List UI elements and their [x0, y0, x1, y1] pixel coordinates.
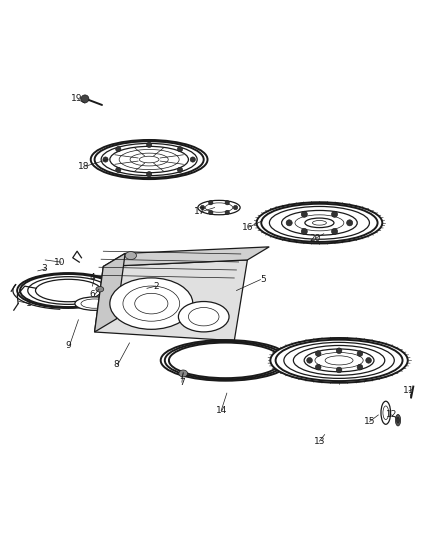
Circle shape — [301, 228, 307, 235]
Text: 15: 15 — [364, 417, 375, 426]
Ellipse shape — [312, 221, 326, 225]
Text: 3: 3 — [42, 264, 47, 273]
Text: 1: 1 — [26, 299, 32, 308]
Ellipse shape — [178, 302, 229, 332]
Polygon shape — [95, 253, 125, 332]
Text: 12: 12 — [386, 410, 397, 419]
Circle shape — [81, 95, 89, 103]
Text: 8: 8 — [113, 360, 119, 369]
Text: 17: 17 — [194, 207, 205, 216]
Text: 19: 19 — [71, 94, 83, 103]
Text: 10: 10 — [54, 257, 65, 266]
Ellipse shape — [325, 356, 353, 365]
Ellipse shape — [276, 340, 403, 381]
Circle shape — [190, 157, 195, 162]
Ellipse shape — [396, 415, 401, 426]
Ellipse shape — [101, 143, 197, 176]
Polygon shape — [103, 247, 269, 266]
Ellipse shape — [28, 277, 109, 304]
Ellipse shape — [188, 308, 219, 326]
Ellipse shape — [259, 214, 269, 227]
Text: 14: 14 — [215, 406, 227, 415]
Text: 18: 18 — [78, 161, 89, 171]
Text: 7: 7 — [179, 378, 185, 387]
Ellipse shape — [198, 200, 240, 215]
Circle shape — [147, 142, 152, 148]
Circle shape — [336, 367, 342, 373]
Circle shape — [286, 220, 292, 226]
Ellipse shape — [125, 252, 137, 260]
Circle shape — [332, 211, 338, 217]
Ellipse shape — [110, 147, 188, 173]
Ellipse shape — [110, 278, 193, 329]
Ellipse shape — [35, 279, 101, 302]
Circle shape — [301, 211, 307, 217]
Circle shape — [336, 348, 342, 353]
Circle shape — [315, 365, 321, 370]
Ellipse shape — [295, 215, 344, 231]
Circle shape — [103, 157, 108, 162]
Ellipse shape — [75, 297, 114, 310]
Ellipse shape — [269, 206, 369, 239]
Circle shape — [177, 147, 183, 152]
Ellipse shape — [123, 286, 180, 321]
Ellipse shape — [130, 153, 168, 166]
Text: 11: 11 — [403, 386, 415, 395]
Circle shape — [233, 205, 238, 210]
Ellipse shape — [261, 217, 267, 224]
Circle shape — [116, 147, 121, 152]
Circle shape — [208, 200, 213, 205]
Text: 13: 13 — [314, 437, 325, 446]
Text: 9: 9 — [66, 341, 71, 350]
Ellipse shape — [397, 417, 399, 423]
Ellipse shape — [282, 211, 357, 235]
Ellipse shape — [381, 401, 391, 424]
Text: 4: 4 — [89, 273, 95, 282]
Ellipse shape — [284, 342, 394, 378]
Text: 20: 20 — [309, 233, 321, 243]
Ellipse shape — [81, 299, 108, 308]
Ellipse shape — [383, 406, 389, 419]
Ellipse shape — [20, 274, 117, 307]
Ellipse shape — [91, 140, 208, 179]
Ellipse shape — [304, 349, 374, 372]
Ellipse shape — [270, 338, 408, 383]
Ellipse shape — [17, 273, 120, 308]
Ellipse shape — [169, 343, 282, 378]
Text: 5: 5 — [260, 275, 265, 284]
Text: 16: 16 — [242, 223, 253, 232]
Ellipse shape — [119, 149, 179, 169]
Circle shape — [332, 228, 338, 235]
Circle shape — [225, 210, 230, 215]
Circle shape — [116, 167, 121, 173]
Ellipse shape — [293, 345, 385, 375]
Ellipse shape — [96, 286, 104, 292]
Circle shape — [177, 167, 183, 173]
Ellipse shape — [135, 293, 168, 314]
Ellipse shape — [172, 344, 279, 377]
Ellipse shape — [205, 203, 233, 212]
Ellipse shape — [261, 204, 378, 242]
Circle shape — [208, 210, 213, 215]
Circle shape — [315, 351, 321, 357]
Circle shape — [200, 205, 205, 210]
Ellipse shape — [305, 218, 334, 228]
Ellipse shape — [315, 352, 363, 368]
Text: 6: 6 — [89, 290, 95, 300]
Circle shape — [225, 200, 230, 205]
Polygon shape — [95, 260, 247, 341]
Ellipse shape — [161, 340, 290, 381]
Circle shape — [346, 220, 353, 226]
Ellipse shape — [179, 370, 187, 377]
Ellipse shape — [165, 341, 286, 379]
Circle shape — [307, 358, 312, 363]
Text: 2: 2 — [153, 281, 159, 290]
Ellipse shape — [95, 141, 204, 178]
Circle shape — [357, 365, 363, 370]
Circle shape — [147, 172, 152, 177]
Ellipse shape — [257, 202, 382, 244]
Ellipse shape — [139, 156, 159, 163]
Circle shape — [366, 358, 371, 363]
Circle shape — [357, 351, 363, 357]
